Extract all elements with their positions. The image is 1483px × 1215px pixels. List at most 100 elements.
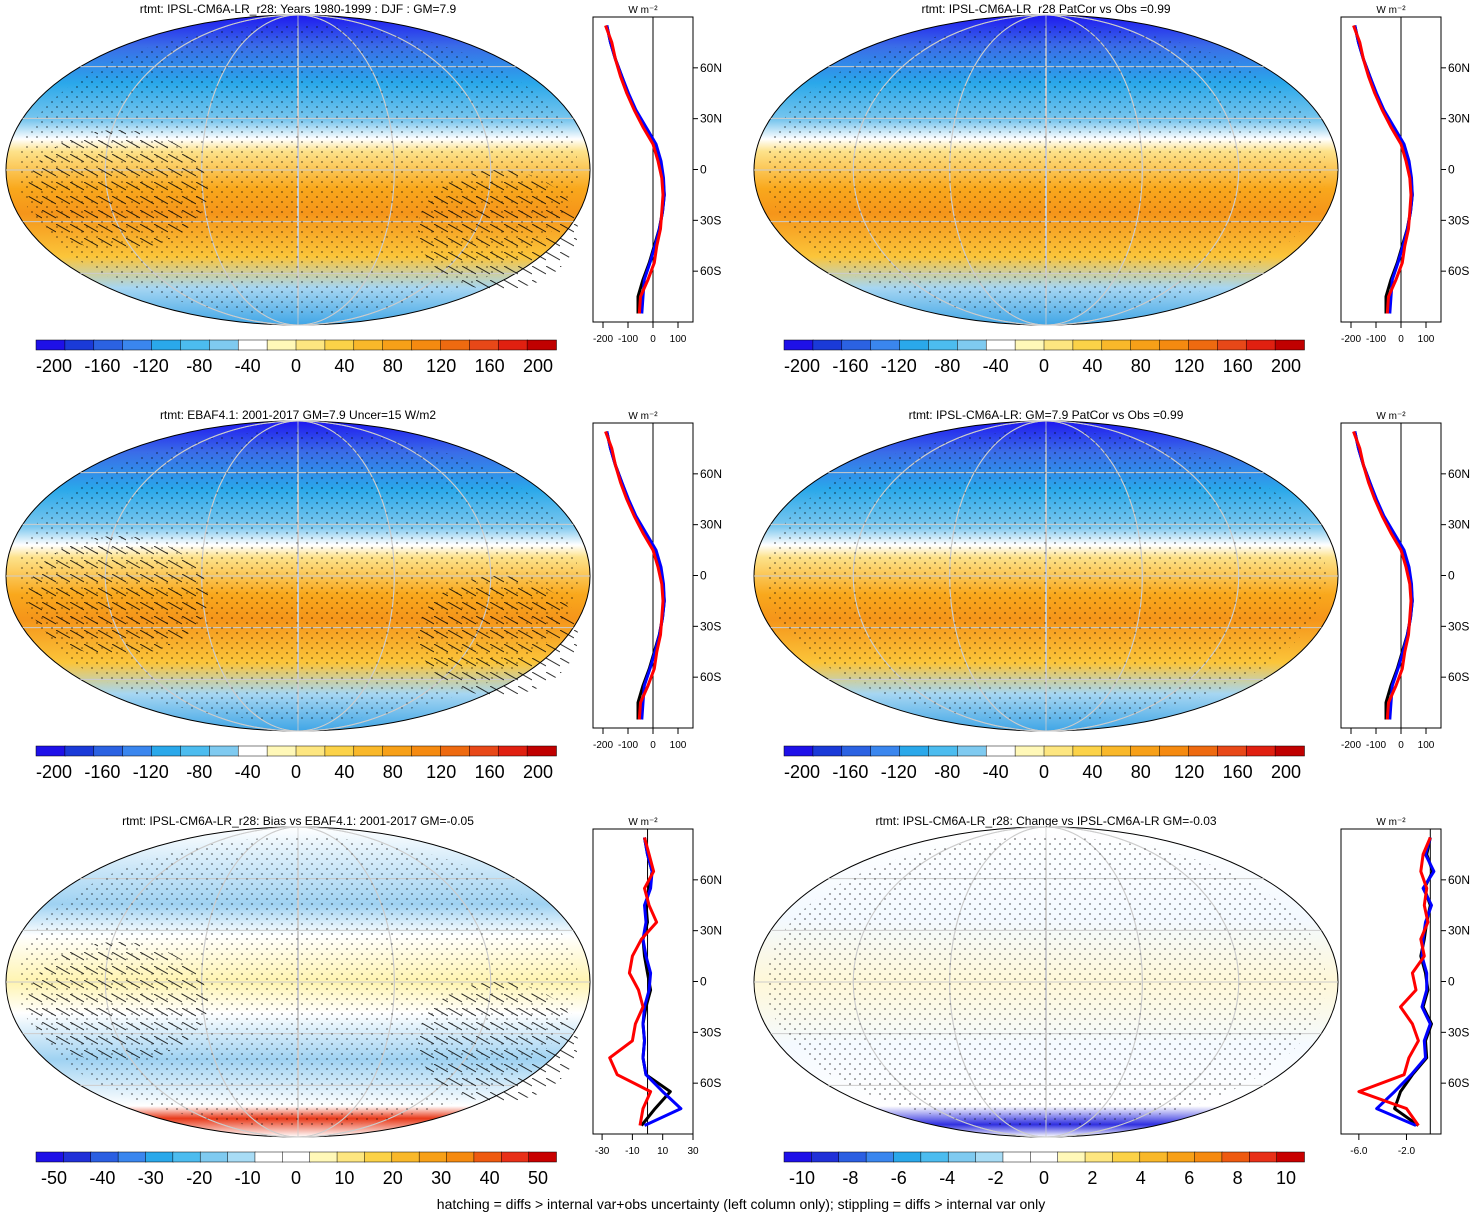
colorbar-swatch [469, 745, 499, 757]
colorbar-tick-label: -160 [832, 356, 868, 376]
colorbar-tick-label: -160 [84, 762, 120, 782]
profile-lat-tick-label: 60N [700, 873, 722, 887]
panel-2: rtmt: IPSL-CM6A-LR_r28 PatCor vs Obs =0.… [753, 2, 1470, 376]
colorbar-swatch [899, 339, 930, 351]
colorbar-swatch [1217, 339, 1247, 351]
profile-series-line [1353, 25, 1414, 314]
panel-4: rtmt: IPSL-CM6A-LR: GM=7.9 PatCor vs Obs… [753, 408, 1470, 782]
profile-series-line [641, 837, 683, 1127]
zonal-mean-profile: W m⁻² -30 -10 10 30 60N 30N 0 30S 60S [592, 817, 722, 1157]
profile-series-line [604, 24, 665, 314]
colorbar-tick-label: 80 [1131, 762, 1151, 782]
colorbar-tick-label: 120 [1174, 762, 1204, 782]
colorbar-swatch [93, 339, 124, 351]
profile-x-tick-label: 100 [1418, 334, 1435, 345]
stippling-overlay [766, 431, 1326, 721]
colorbar-swatch [324, 745, 355, 757]
profile-lat-tick-label: 0 [1448, 569, 1455, 583]
profile-x-tick-label: -30 [595, 1146, 610, 1157]
colorbar-swatch [1072, 339, 1103, 351]
colorbar-tick-label: 160 [475, 356, 505, 376]
colorbar-swatch [411, 745, 442, 757]
profile-lat-tick-label: 30S [700, 213, 721, 227]
profile-lat-tick-label: 0 [700, 163, 707, 177]
colorbar-swatch [1002, 1151, 1032, 1163]
colorbar-swatch [266, 339, 297, 351]
colorbar-tick-label: 120 [426, 356, 456, 376]
colorbar-swatch [324, 339, 355, 351]
colorbar-tick-label: -80 [934, 356, 960, 376]
profile-series-line [605, 25, 666, 314]
colorbar-tick-label: -120 [881, 762, 917, 782]
profile-x-tick-label: -200 [593, 334, 613, 345]
profile-x-tick-label: -100 [618, 740, 638, 751]
colorbar-swatch [899, 745, 930, 757]
colorbar-tick-label: 40 [334, 356, 354, 376]
profile-lat-tick-label: 0 [1448, 975, 1455, 989]
colorbar-swatch [145, 1151, 174, 1163]
colorbar-swatch [1217, 745, 1247, 757]
colorbar-tick-label: 0 [291, 356, 301, 376]
colorbar-swatch [35, 1151, 65, 1163]
colorbar-tick-label: -10 [789, 1168, 815, 1188]
colorbar-swatch [501, 1151, 530, 1163]
colorbar-swatch [151, 339, 182, 351]
colorbar-swatch [928, 339, 959, 351]
colorbar-swatch [812, 339, 843, 351]
colorbar-swatch [1166, 1151, 1196, 1163]
colorbar-tick-label: 0 [1039, 356, 1049, 376]
colorbar-swatch [1043, 745, 1074, 757]
colorbar-tick-label: -40 [235, 356, 261, 376]
colorbar-tick-label: 40 [1082, 356, 1102, 376]
colorbar-swatch [985, 339, 1016, 351]
colorbar-tick-label: -40 [235, 762, 261, 782]
colorbar-swatch [382, 745, 413, 757]
colorbar-swatch [497, 339, 528, 351]
profile-lat-tick-label: 0 [700, 569, 707, 583]
profile-x-tick-label: 0 [1398, 740, 1404, 751]
colorbar-swatch [526, 339, 557, 351]
profile-lat-tick-label: 60N [1448, 467, 1470, 481]
profile-x-tick-label: 100 [1418, 740, 1435, 751]
profile-lat-tick-label: 30N [1448, 518, 1470, 532]
profile-lat-tick-label: 60N [1448, 61, 1470, 75]
profile-lat-tick-label: 60N [700, 61, 722, 75]
colorbar-swatch [1130, 745, 1161, 757]
profile-x-tick-label: -100 [1366, 334, 1386, 345]
colorbar-swatch [812, 745, 843, 757]
colorbar-tick-label: 30 [431, 1168, 451, 1188]
colorbar-swatch [122, 339, 153, 351]
colorbar-swatch [122, 745, 153, 757]
profile-lat-tick-label: 0 [1448, 163, 1455, 177]
colorbar-swatch [227, 1151, 256, 1163]
colorbar-swatch [282, 1151, 311, 1163]
figure-footnote: hatching = diffs > internal var+obs unce… [437, 1196, 1045, 1212]
colorbar-swatch [526, 745, 557, 757]
colorbar-swatch [1030, 1151, 1059, 1163]
colorbar-tick-label: -80 [934, 762, 960, 782]
colorbar-swatch [180, 745, 211, 757]
colorbar-tick-label: 40 [1082, 762, 1102, 782]
profile-lat-tick-label: 60S [1448, 1076, 1469, 1090]
profile-series-line [604, 430, 665, 720]
colorbar-tick-label: 0 [291, 1168, 301, 1188]
panel-5: rtmt: IPSL-CM6A-LR_r28: Bias vs EBAF4.1:… [5, 814, 722, 1188]
colorbar-tick-label: -200 [784, 762, 820, 782]
colorbar-swatch [1130, 339, 1161, 351]
colorbar-swatch [353, 745, 384, 757]
profile-x-tick-label: -200 [1341, 334, 1361, 345]
colorbar-tick-label: -40 [983, 356, 1009, 376]
profile-lat-tick-label: 30N [700, 924, 722, 938]
colorbar-swatch [497, 745, 528, 757]
colorbar-swatch [440, 745, 471, 757]
colorbar-tick-label: -10 [235, 1168, 261, 1188]
profile-x-tick-label: 30 [687, 1146, 699, 1157]
profile-series-line [605, 25, 666, 314]
colorbar-tick-label: 20 [383, 1168, 403, 1188]
colorbar-tick-label: 160 [475, 762, 505, 782]
panel-1: rtmt: IPSL-CM6A-LR_r28: Years 1980-1999 … [5, 2, 722, 376]
colorbar-tick-label: -120 [881, 356, 917, 376]
colorbar: -50 -40 -30 -20 -10 0 10 20 30 40 50 [35, 1151, 557, 1188]
colorbar-swatch [1159, 745, 1190, 757]
